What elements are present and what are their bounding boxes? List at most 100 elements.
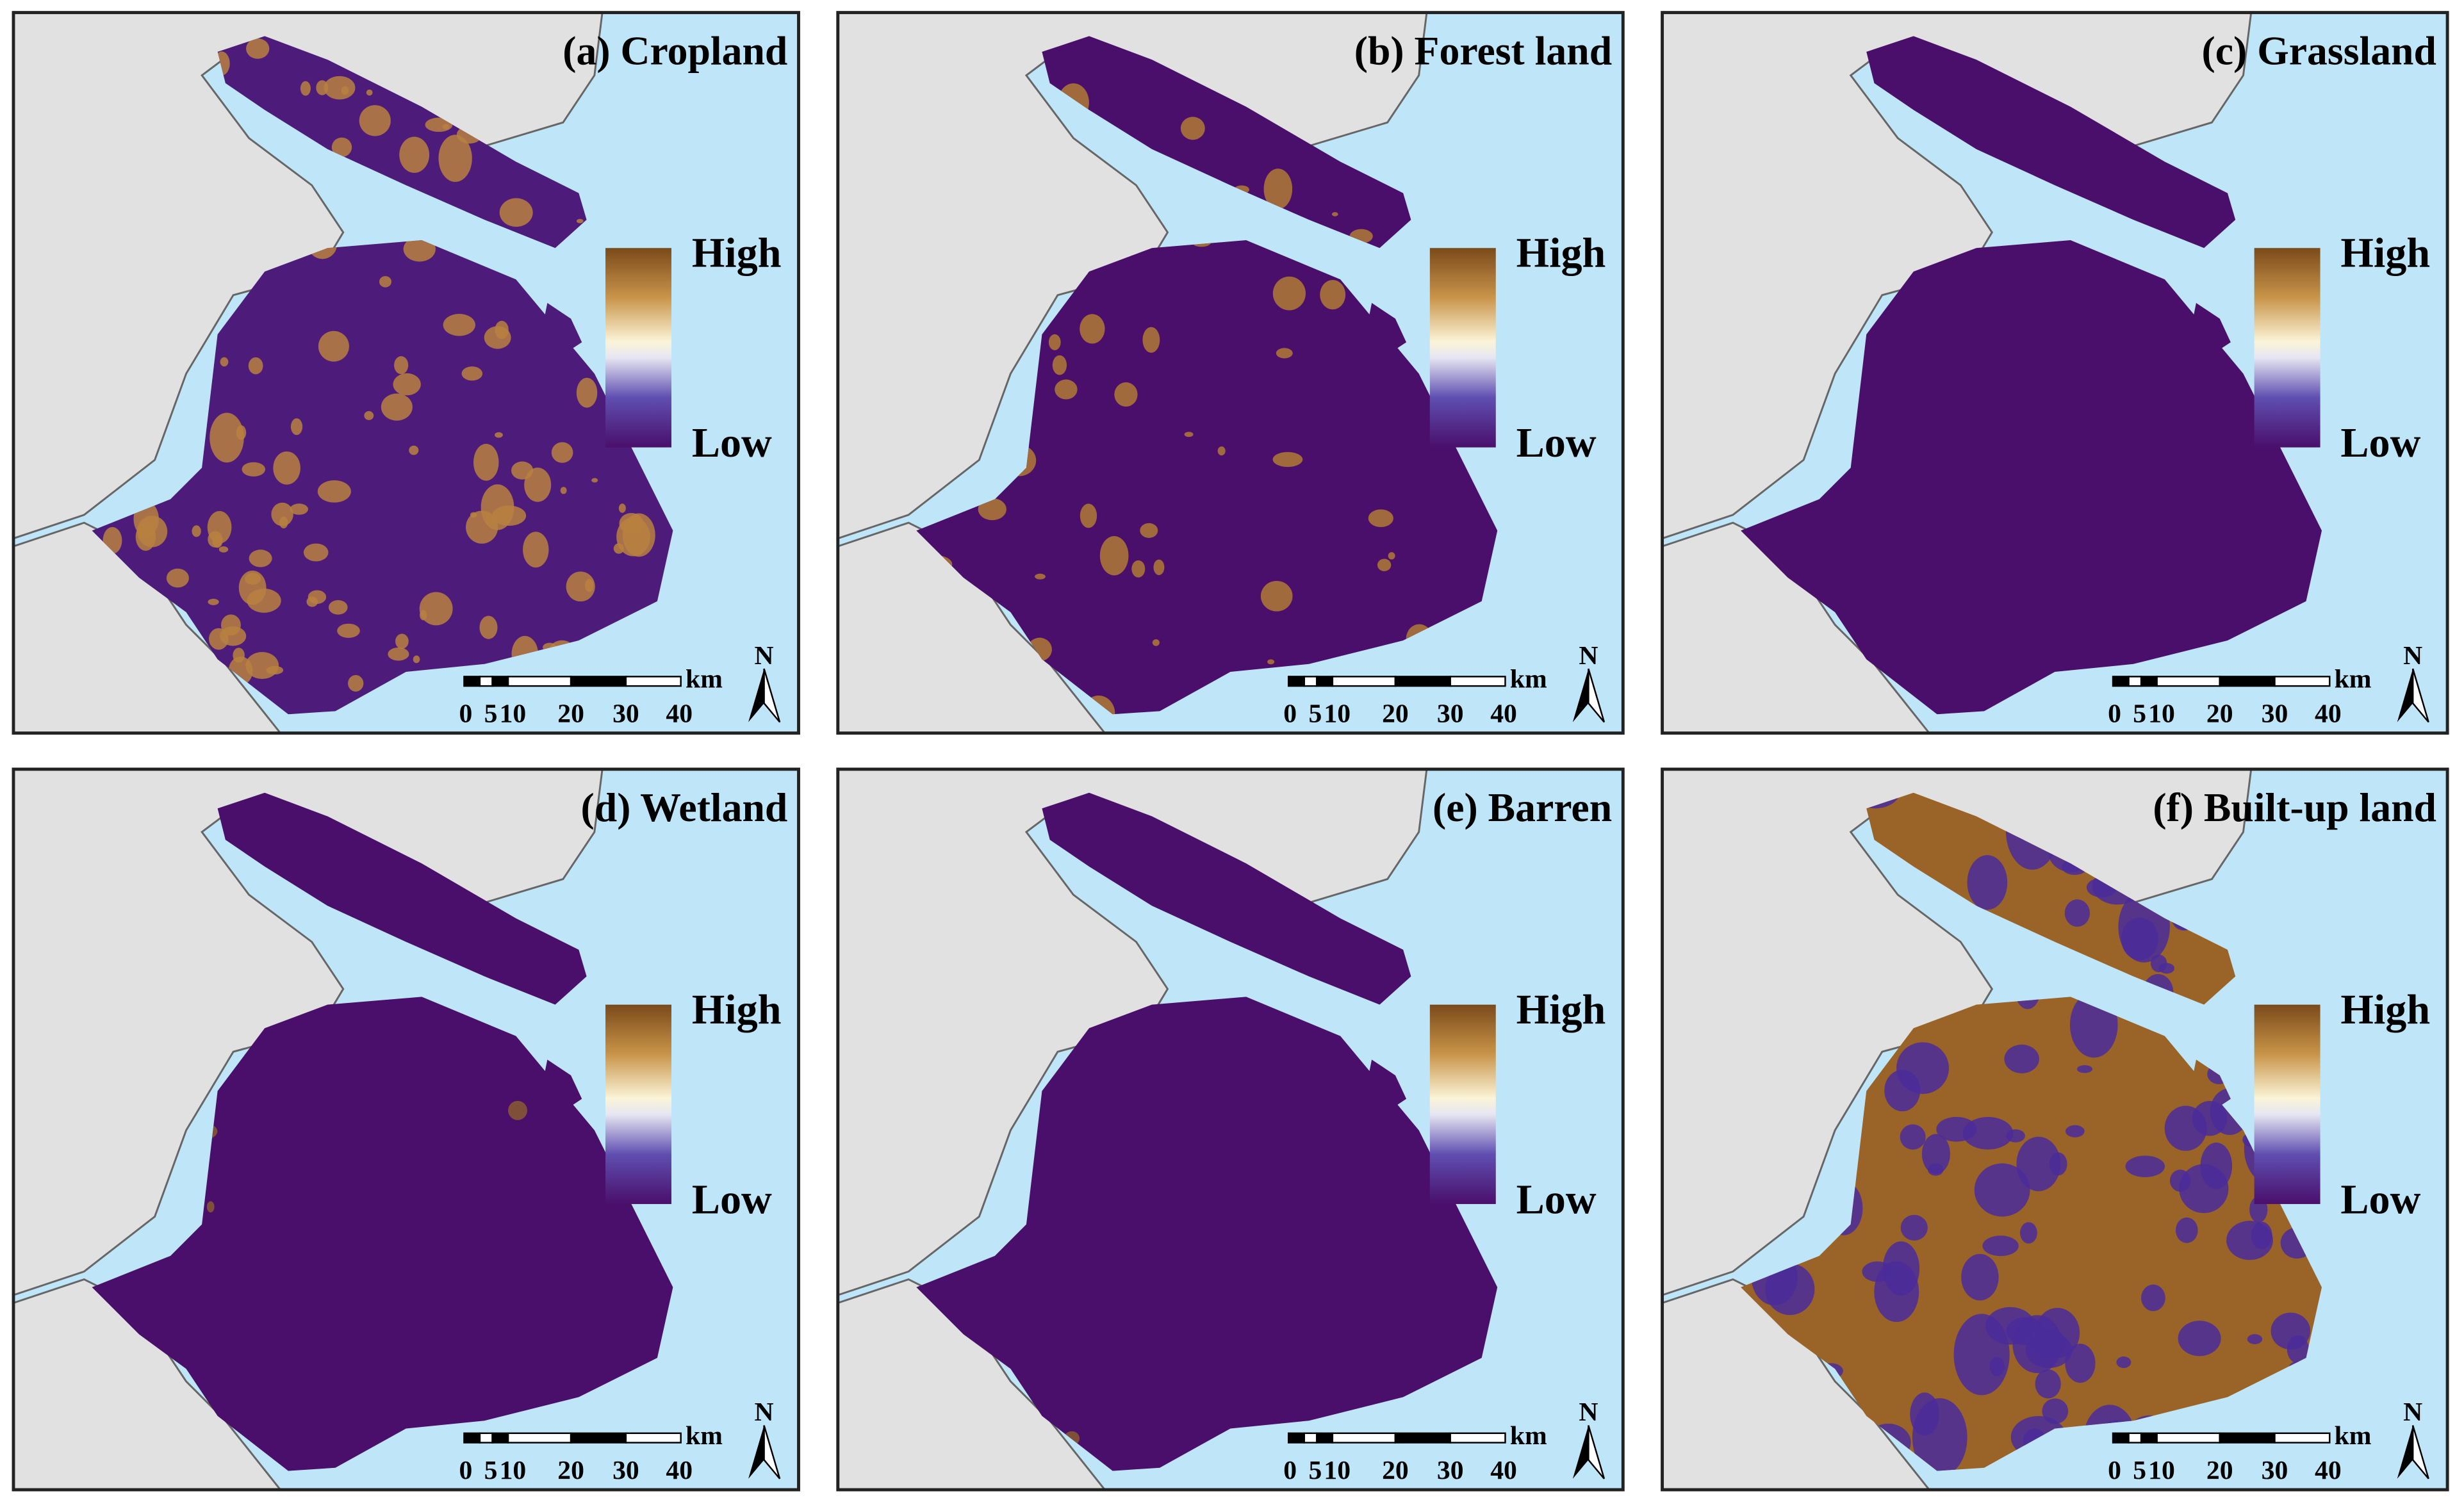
scale-label: 10 [500,1456,527,1485]
raster-patch [1377,558,1392,571]
raster-patch [1961,1253,1999,1301]
raster-patch [206,1201,215,1213]
scale-label: 30 [612,1456,639,1485]
raster-patch [381,393,413,421]
scale-segment [1288,676,1305,687]
raster-patch [2065,1125,2085,1137]
legend-high: High [692,230,782,277]
scale-label: 30 [2262,699,2288,728]
scale-label: 20 [2206,1456,2233,1485]
raster-patch [359,105,391,136]
raster-patch [266,665,284,675]
raster-patch [399,136,430,173]
raster-patch [566,571,595,602]
raster-patch [2035,1369,2061,1399]
raster-patch [618,503,626,513]
legend-ramp [605,248,671,448]
scale-unit: km [686,1421,723,1451]
map-panel: (e) Barren High Low 0 5 10 20 30 40 km N [836,767,1625,1492]
raster-patch [1982,1235,2019,1257]
raster-patch [1080,503,1097,528]
raster-patch [218,546,229,553]
raster-patch [233,648,245,663]
raster-patch [388,648,409,661]
north-arrow [2411,1425,2429,1479]
raster-patch [249,550,272,567]
raster-patch [1152,639,1160,646]
scale-segment [479,676,493,687]
raster-patch [508,1100,527,1120]
scale-label: 0 [2108,699,2121,728]
raster-patch [1048,334,1061,350]
raster-patch [1114,382,1138,407]
raster-patch [220,626,247,646]
north-arrow [2397,669,2413,722]
raster-patch [2076,1065,2092,1073]
scale-segment [1303,1432,1318,1444]
raster-patch [220,357,229,367]
raster-patch [523,532,549,568]
scale-segment [1331,1432,1397,1444]
raster-patch [1331,212,1338,216]
north-arrow [1588,1425,1606,1479]
panel-title: (b) Forest land [1354,28,1612,73]
panel-title: (c) Grassland [2202,28,2436,73]
legend-low: Low [2340,1177,2420,1223]
map-panel: (b) Forest land High Low 0 5 10 20 30 40 km N [836,11,1625,735]
legend-high: High [1516,230,1606,277]
north-arrow [748,1425,764,1479]
scale-segment [2219,676,2276,687]
scale-unit: km [2335,1421,2372,1451]
raster-patch [300,81,311,96]
scale-label: 0 [459,699,472,728]
scale-segment [2128,1432,2142,1444]
raster-patch [279,516,288,529]
scale-segment [2219,1432,2276,1444]
scale-segment [1449,1432,1506,1444]
scale-label: 5 [2133,699,2146,728]
raster-patch [1927,1163,1944,1176]
north-arrow [1588,668,1606,723]
raster-patch [473,443,499,481]
raster-patch [337,623,360,639]
raster-patch [1912,1398,1967,1471]
raster-patch [1272,276,1306,311]
raster-patch [461,366,483,381]
scale-segment [1394,676,1451,687]
raster-patch [1180,117,1205,140]
raster-patch [328,599,348,615]
raster-patch [1900,1214,1928,1241]
legend-ramp [1429,248,1496,448]
scale-segment [570,676,627,687]
raster-patch [364,411,374,420]
raster-patch [1320,280,1346,310]
raster-patch [978,498,1006,521]
raster-patch [324,76,356,100]
neighbor-land [12,768,604,1297]
raster-patch [2065,1344,2096,1383]
raster-patch [419,592,453,626]
raster-patch [1035,573,1046,580]
scale-label: 30 [1437,1456,1464,1485]
legend-low: Low [2340,420,2420,466]
raster-patch [1267,659,1275,665]
north-arrow [763,1425,781,1479]
scale-label: 40 [1490,699,1517,728]
raster-patch [1217,446,1226,456]
north-arrow [2397,1425,2413,1479]
scale-segment [1288,1432,1305,1444]
raster-patch [248,357,263,375]
scale-segment [2140,1432,2158,1444]
scale-segment [570,1432,627,1444]
scale-label: 5 [484,1456,498,1485]
raster-patch [208,598,219,605]
raster-patch [2016,1136,2061,1191]
raster-patch [403,236,436,262]
neighbor-land [837,12,1428,540]
scale-label: 10 [2148,1456,2175,1485]
raster-patch [1153,559,1165,575]
scale-label: 30 [1437,699,1464,728]
legend-high: High [2340,230,2430,277]
scale-label: 5 [2133,1456,2146,1485]
raster-patch [1131,560,1146,578]
